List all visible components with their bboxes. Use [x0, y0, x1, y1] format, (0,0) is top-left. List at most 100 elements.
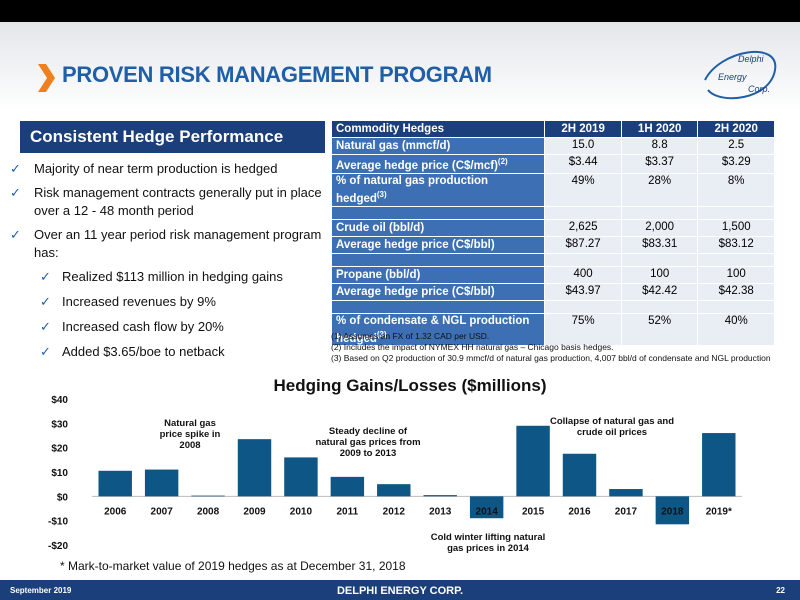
value-cell: 28%	[620, 172, 699, 207]
spacer-row	[330, 205, 775, 220]
bar	[237, 439, 272, 497]
x-tick-label: 2007	[151, 506, 174, 517]
value-cell: 8%	[697, 172, 775, 207]
spacer-cell	[544, 299, 622, 314]
bullet: ✓ Realized $113 million in hedging gains	[6, 268, 326, 286]
y-tick-label: $30	[51, 419, 68, 430]
spacer-cell	[697, 252, 775, 267]
row: % of condensate & NGL production hedged(…	[330, 312, 775, 347]
logo-text: Energy	[718, 72, 747, 82]
value-cell: 1,500	[697, 218, 775, 237]
bullet: ✓ Increased revenues by 9%	[6, 293, 326, 311]
annotation: Steady decline of natural gas prices from…	[315, 426, 420, 459]
footer-company: DELPHI ENERGY CORP.	[337, 585, 463, 597]
footnote: (3) Based on Q2 production of 30.9 mmcf/…	[331, 353, 771, 363]
x-tick-label: 2008	[197, 506, 220, 517]
value-cell: 49%	[544, 172, 622, 207]
spacer-cell	[330, 205, 546, 220]
value-cell: 2.5	[697, 137, 775, 155]
value-cell: 75%	[544, 312, 622, 347]
bar	[609, 489, 643, 497]
hedge-table: Commodity Hedges 2H 2019 1H 2020 2H 2020 Nat…	[330, 120, 775, 347]
row: Average hedge price (C$/bbl) $87.27 $83.31…	[330, 235, 775, 254]
x-tick-label: 2017	[615, 506, 638, 517]
chart-note: * Mark-to-market value of 2019 hedges as…	[60, 559, 406, 573]
x-tick-label: 2012	[383, 506, 406, 517]
y-tick-label: -$10	[48, 517, 68, 528]
bullet-text: Risk management contracts generally put …	[34, 185, 322, 218]
label-text: Average hedge price (C$/mcf)	[336, 159, 498, 172]
row: Crude oil (bbl/d) 2,625 2,000 1,500	[330, 218, 775, 237]
check-icon: ✓	[10, 185, 21, 200]
value-cell: $42.42	[620, 282, 699, 301]
spacer-row	[330, 299, 775, 314]
label-text: Average hedge price (C$/bbl)	[336, 238, 495, 251]
y-tick-label: $0	[57, 492, 69, 503]
label-text: % of condensate & NGL production hedged	[336, 314, 530, 345]
bullet-list: ✓ Majority of near term production is hed…	[6, 160, 326, 368]
footnote: (2) Includes the impact of NYMEX HH natu…	[331, 342, 614, 352]
row-label: Propane (bbl/d)	[330, 265, 546, 284]
value-cell: $43.97	[544, 282, 622, 301]
row-label: % of natural gas production hedged(3)	[330, 172, 546, 207]
row-label: Average hedge price (C$/mcf)(2)	[330, 154, 546, 174]
bullet-text: Realized $113 million in hedging gains	[62, 269, 283, 284]
chevron	[38, 64, 55, 92]
logo-text: Delphi	[738, 54, 765, 64]
spacer-cell	[330, 299, 546, 314]
value-cell: 40%	[697, 312, 775, 347]
value-cell: 100	[620, 265, 699, 284]
check-icon: ✓	[10, 227, 21, 242]
bar	[655, 496, 690, 525]
logo-swoosh	[704, 50, 777, 100]
spacer-cell	[544, 252, 622, 267]
spacer-cell	[544, 205, 622, 220]
annotation: Natural gas price spike in 2008	[160, 418, 221, 451]
x-tick-label: 2013	[429, 506, 452, 517]
value-cell: $3.44	[544, 154, 622, 174]
label-text: Average hedge price (C$/bbl)	[336, 285, 495, 298]
header-cell: 1H 2020	[620, 120, 699, 138]
x-tick-label: 2011	[337, 506, 359, 517]
value-cell: $83.31	[620, 235, 699, 254]
value-cell: $83.12	[697, 235, 775, 254]
check-icon: ✓	[10, 161, 21, 176]
check-icon: ✓	[40, 294, 51, 309]
bar	[330, 476, 365, 497]
y-tick-label: $40	[51, 395, 68, 406]
bullet-text: Increased cash flow by 20%	[62, 319, 224, 334]
bullet: ✓ Added $3.65/boe to netback	[6, 343, 326, 361]
bullet-text: Over an 11 year period risk management p…	[34, 227, 322, 260]
row: Natural gas (mmcf/d) 15.0 8.8 2.5	[330, 137, 775, 155]
bullet-text: Increased revenues by 9%	[62, 294, 216, 309]
top-band	[0, 0, 800, 22]
bar	[423, 495, 457, 497]
value-cell: $3.29	[697, 154, 775, 174]
label-text: Propane (bbl/d)	[336, 268, 421, 281]
header-band	[0, 22, 800, 112]
check-icon: ✓	[40, 269, 51, 284]
value-cell: 2,625	[544, 218, 622, 237]
logo-text: Corp.	[748, 84, 770, 94]
y-tick-label: $10	[51, 468, 68, 479]
superscript: (2)	[497, 157, 508, 166]
header-cell: 2H 2020	[697, 120, 775, 138]
value-cell: $87.27	[544, 235, 622, 254]
spacer-cell	[620, 252, 699, 267]
bullet-text: Majority of near term production is hedg…	[34, 161, 278, 176]
y-tick-label: $20	[51, 444, 68, 455]
value-cell: 400	[544, 265, 622, 284]
bar	[144, 469, 179, 497]
spacer-cell	[330, 252, 546, 267]
value-cell: $42.38	[697, 282, 775, 301]
label-text: % of natural gas production hedged	[336, 174, 489, 205]
spacer-cell	[620, 205, 699, 220]
bullet: ✓ Risk management contracts generally put…	[6, 184, 326, 220]
footer-band	[0, 580, 800, 600]
row: Average hedge price (C$/mcf)(2) $3.44 $3.3…	[330, 154, 775, 174]
annotation: Cold winter lifting natural gas prices in…	[431, 532, 546, 554]
footer-page: 22	[776, 586, 785, 595]
bar	[191, 495, 225, 497]
